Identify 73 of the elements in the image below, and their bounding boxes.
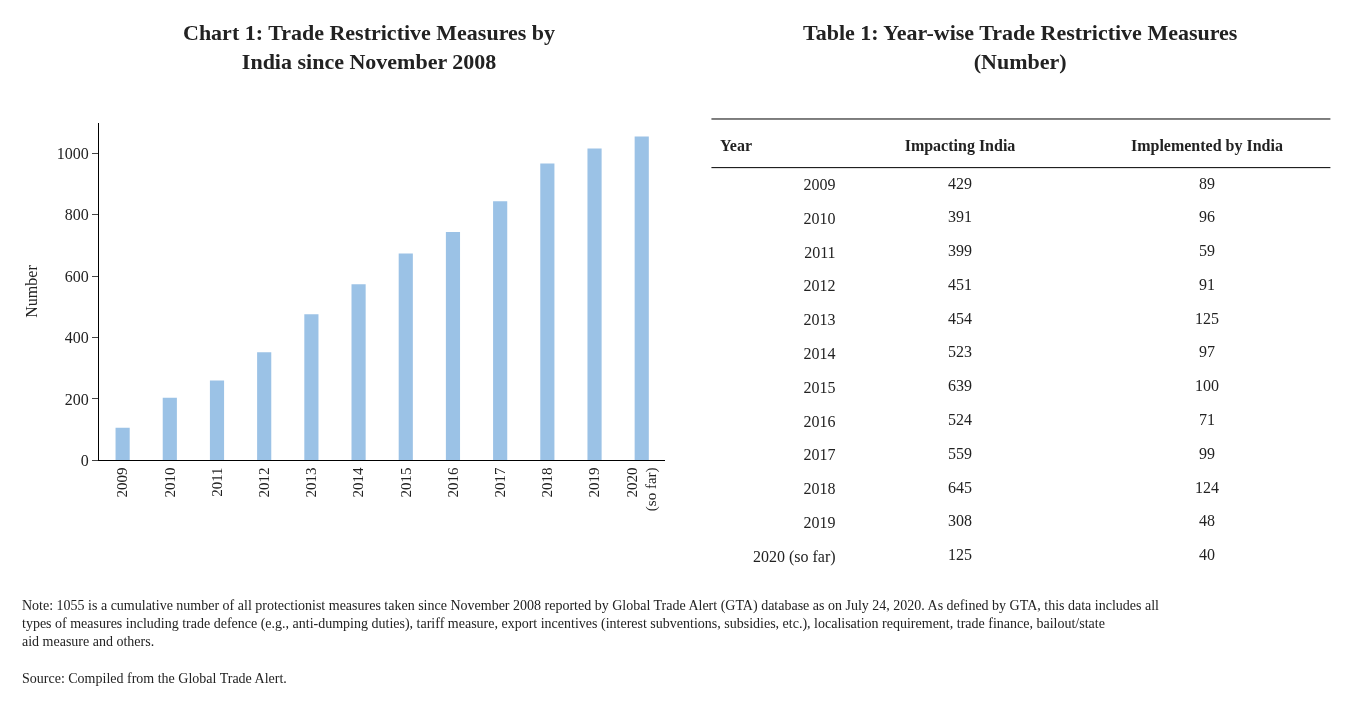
data-label: 71 [1198,410,1215,428]
data-label: 100 [1194,377,1219,395]
data-label: 91 [1198,275,1215,293]
data-label: 59 [1198,242,1215,260]
bar [493,201,508,461]
x-tick-label: 2016 [444,466,461,498]
data-label: 559 [948,444,973,462]
data-label: 96 [1198,208,1215,226]
data-label: 124 [1194,478,1219,496]
y-tick-label: 0 [80,452,89,469]
data-label: 429 [948,174,973,192]
x-tick-label: 2012 [256,467,273,498]
data-label: 125 [948,546,973,564]
data-label: 645 [948,478,973,496]
x-tick-label: 2014 [350,466,367,498]
data-label: 99 [1198,444,1215,462]
bar [162,397,177,461]
x-tick-label: 2020 (so far) [623,467,661,512]
y-tick-label: 200 [64,390,89,408]
bar [398,253,413,461]
data-label: 451 [948,275,973,293]
x-tick-label: 2017 [492,466,509,498]
data-label: 454 [948,309,973,327]
x-tick-label: Impacting India [904,137,1016,156]
data-label: 40 [1198,546,1215,564]
bar [209,380,225,461]
y-tick-label: 2012 [803,277,836,295]
y-tick-label: 2013 [803,311,836,329]
y-tick-label: 2017 [803,446,836,464]
data-label: 97 [1198,343,1215,361]
y-tick-label: 600 [64,267,89,285]
y-tick-label: 2016 [803,412,836,430]
bar [115,427,130,461]
bar [445,231,461,461]
y-tick-label: 2011 [804,243,836,261]
x-tick-label: 2013 [303,467,320,498]
data-label: 523 [948,343,973,361]
y-tick-label: 1000 [56,144,89,162]
text: Note: 1055 is a cumulative number of all protectionist measures taken since November 2008 reported by Global Trade Alert (GTA) database as on July 24, 2020. As defined by GTA, this data includes all types of measures including trade defence (e.g., anti-dumping duties), tariff measure, export incentives (interest subventions, subsidies, etc.), localisation requirement, trade finance, bailout/state aid measure and others. [22,598,1160,650]
bar [257,352,272,461]
chart-title: Chart 1: Trade Restrictive Measures by India since November 2008 [183,20,556,74]
y-tick-label: 2009 [803,176,836,194]
y-axis-title: Number [22,264,40,318]
data-label: 125 [1194,309,1219,327]
x-tick-label: 2019 [586,467,603,498]
y-tick-label: 400 [64,329,89,347]
data-label: 524 [948,410,973,428]
bar [304,314,319,461]
x-tick-label: 2009 [114,467,131,498]
data-label: 89 [1198,174,1215,192]
x-tick-label: 2010 [161,467,178,498]
data-label: 48 [1198,512,1215,530]
x-tick-label: 2018 [539,467,556,498]
x-tick-label: 2011 [208,467,225,497]
x-tick-label: 2015 [397,467,414,498]
bar [587,148,602,461]
bar [540,163,555,461]
data-label: 399 [948,242,973,260]
y-tick-label: 2019 [803,513,836,531]
y-tick-label: 2020 (so far) [752,547,836,566]
y-tick-label: 800 [64,206,89,224]
y-axis-title: Year [720,137,752,154]
source-note: Source: Compiled from the Global Trade Alert. [22,671,287,686]
bar [351,284,366,461]
data-label: 391 [948,208,973,226]
chart-title: Table 1: Year-wise Trade Restrictive Measures (Number) [803,20,1238,74]
data-label: 308 [948,512,973,530]
y-tick-label: 2015 [803,378,836,396]
y-tick-label: 2010 [803,209,836,227]
data-label: 639 [948,377,973,395]
y-tick-label: 2014 [803,345,836,363]
x-tick-label: Implemented by India [1130,137,1283,156]
bar [634,136,649,461]
